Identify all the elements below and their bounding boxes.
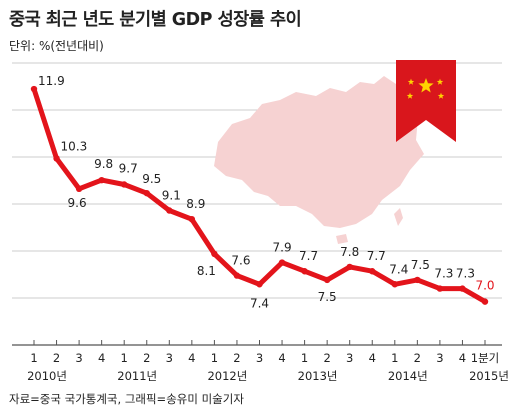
- star-icons: [406, 78, 445, 99]
- x-axis: 1 2 3 4 1 2 3 4 1 2 3 4 1 2 3 4 1 2 3 4 1분기 2010년 2011년 2012년 20…: [27, 340, 509, 383]
- data-label: 9.1: [162, 189, 181, 203]
- data-label: 11.9: [38, 74, 65, 88]
- data-point: [53, 155, 60, 162]
- data-label: 8.1: [197, 264, 216, 278]
- x-tick-label: 1: [30, 351, 37, 365]
- data-label: 7.7: [299, 249, 318, 263]
- x-tick-label: 2: [143, 351, 150, 365]
- x-tick-label: 4: [188, 351, 195, 365]
- x-tick-label: 4: [369, 351, 376, 365]
- star-icon: [407, 78, 415, 85]
- x-tick-label: 2: [53, 351, 60, 365]
- data-point: [414, 276, 421, 284]
- x-tick-label: 3: [75, 351, 82, 365]
- x-tick-label: 4: [459, 351, 466, 365]
- data-label-layer: 11.9 10.3 9.6 9.8 9.7 9.59.1 8.9 8.1 7.6 7.4 7.9 7.…: [38, 74, 495, 310]
- data-point: [323, 276, 331, 284]
- series-line-layer: [30, 85, 489, 305]
- data-label: 7.4: [250, 296, 269, 310]
- star-icon: [406, 92, 414, 99]
- data-label: 9.7: [119, 161, 138, 175]
- star-icon: [436, 78, 444, 85]
- year-label: 2012년: [207, 369, 247, 383]
- data-label: 7.8: [340, 245, 359, 259]
- data-label: 9.5: [142, 172, 161, 186]
- star-icon: [437, 92, 445, 99]
- data-label: 8.9: [186, 197, 205, 211]
- year-label: 2015년: [469, 369, 509, 383]
- x-tick-label: 1분기: [471, 351, 499, 365]
- x-tick-label: 3: [256, 351, 263, 365]
- x-tick-label: 3: [436, 351, 443, 365]
- x-tick-label: 2: [233, 351, 240, 365]
- china-map-shape: [214, 76, 424, 228]
- x-tick-label: 1: [121, 351, 128, 365]
- x-tick-label: 2: [323, 351, 330, 365]
- data-point: [30, 85, 38, 93]
- source-note: 자료=중국 국가통계국, 그래픽=송유미 미술기자: [9, 392, 244, 406]
- data-point: [143, 189, 150, 197]
- flag-ribbon: [396, 60, 456, 142]
- year-label: 2011년: [117, 369, 157, 383]
- data-point: [391, 281, 398, 288]
- data-point: [459, 285, 466, 292]
- year-label: 2013년: [298, 369, 338, 383]
- data-point: [278, 259, 286, 266]
- china-map-decoration: [214, 76, 424, 244]
- year-label: 2014년: [388, 369, 428, 383]
- chart-title: 중국 최근 년도 분기별 GDP 성장률 추이: [9, 10, 302, 30]
- data-label: 7.6: [231, 254, 250, 268]
- data-point: [211, 250, 218, 258]
- data-point: [369, 268, 376, 275]
- unit-label: 단위: %(전년대비): [9, 39, 104, 53]
- x-tick-label: 1: [211, 351, 218, 365]
- data-point: [121, 181, 128, 188]
- x-tick-label: 4: [98, 351, 105, 365]
- data-label: 9.6: [68, 196, 87, 210]
- china-flag-ribbon: [396, 60, 456, 142]
- data-label: 7.7: [367, 249, 386, 263]
- data-point: [481, 298, 489, 305]
- data-label: 10.3: [61, 139, 88, 153]
- x-tick-label: 1: [301, 351, 308, 365]
- x-tick-label: 1: [391, 351, 398, 365]
- star-icon: [418, 78, 434, 93]
- data-label: 9.8: [94, 157, 113, 171]
- data-label: 7.5: [411, 258, 430, 272]
- x-tick-label: 2: [414, 351, 421, 365]
- hainan-shape: [336, 234, 348, 244]
- data-point: [301, 268, 308, 275]
- taiwan-shape: [394, 208, 403, 226]
- x-tick-label: 4: [278, 351, 285, 365]
- data-label: 7.3: [434, 267, 453, 281]
- x-tick-label: 3: [346, 351, 353, 365]
- data-point: [346, 263, 353, 271]
- data-label: 7.9: [273, 241, 292, 255]
- data-label: 7.5: [318, 290, 337, 304]
- data-point: [256, 281, 263, 288]
- data-point: [166, 207, 173, 214]
- x-tick-label: 3: [166, 351, 173, 365]
- data-point: [98, 176, 105, 184]
- data-label: 7.0: [475, 279, 494, 293]
- data-point: [233, 272, 241, 279]
- data-label: 7.4: [389, 262, 408, 276]
- data-point: [188, 215, 196, 223]
- data-label: 7.3: [456, 267, 475, 281]
- year-label: 2010년: [27, 369, 67, 383]
- data-point: [436, 285, 444, 292]
- data-point: [75, 185, 83, 193]
